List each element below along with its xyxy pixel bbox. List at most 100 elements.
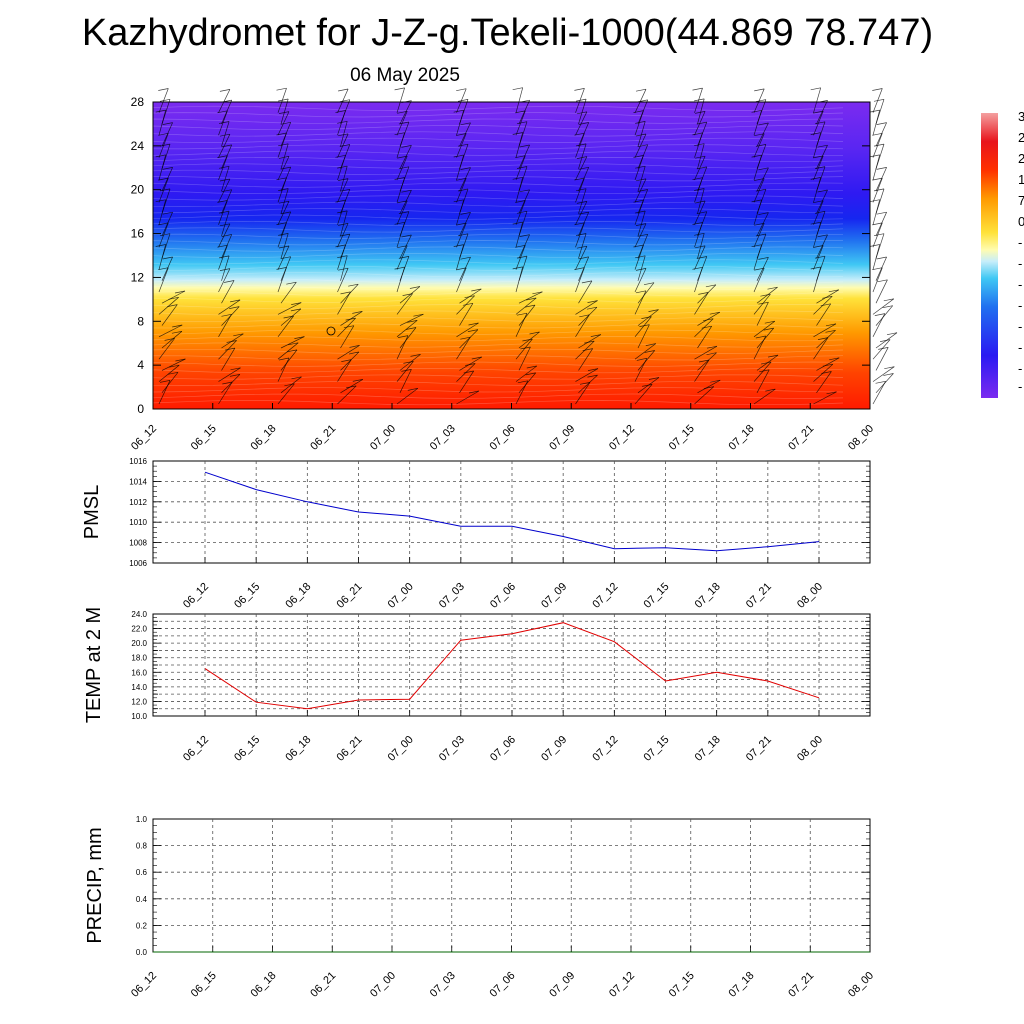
wind-barb-shaft	[337, 345, 360, 360]
wind-barb-flag	[578, 256, 589, 260]
wind-barb-shaft	[277, 111, 290, 136]
pmsl-xtick-label: 07_12	[590, 581, 620, 611]
precip-ytick-label: 0.4	[136, 895, 148, 904]
wind-barb-shaft	[697, 311, 720, 326]
wind-barb-flag	[516, 312, 528, 316]
temp-ytick-label: 18.0	[131, 654, 147, 663]
colorbar-label: -	[1018, 277, 1022, 292]
wind-barb-shaft	[813, 391, 837, 405]
wind-barb-flag	[876, 211, 887, 215]
wind-barb-flag	[519, 234, 530, 237]
wind-barb-flag	[522, 338, 533, 342]
wind-barb-shaft	[575, 246, 588, 270]
colorbar-label: 2	[1018, 151, 1024, 166]
wind-barb-flag	[869, 199, 880, 203]
colorbar-label: 1	[1018, 172, 1024, 187]
wind-barb-flag	[813, 200, 824, 204]
profile-xtick-label: 07_12	[607, 423, 637, 453]
wind-barb-shaft	[218, 381, 233, 405]
wind-barb-shaft	[396, 87, 405, 113]
wind-barb-shaft	[637, 210, 646, 237]
contour-line	[152, 304, 844, 310]
temp-ytick-label: 24.0	[131, 610, 147, 619]
wind-barb-shaft	[637, 99, 649, 125]
profile-ytick-label: 28	[131, 95, 145, 109]
profile-ytick-label: 16	[131, 227, 145, 241]
wind-barb-flag	[217, 244, 228, 248]
wind-barb-shaft	[340, 379, 363, 394]
wind-barb-flag	[635, 210, 646, 214]
wind-barb-flag	[398, 211, 409, 214]
profile-ytick-label: 24	[131, 139, 145, 153]
wind-barb-flag	[642, 384, 653, 387]
wind-barb-shaft	[816, 371, 832, 394]
wind-barb-shaft	[161, 358, 186, 371]
precip-xtick-label: 06_18	[249, 970, 279, 1000]
colorbar-label: -	[1018, 256, 1022, 271]
wind-barb-flag	[291, 302, 302, 305]
wind-barb-flag	[338, 267, 349, 271]
wind-barb-flag	[874, 313, 885, 316]
wind-barb-flag	[876, 256, 887, 260]
wind-barb-shaft	[515, 155, 526, 181]
wind-barb-shaft	[221, 234, 233, 259]
wind-barb-shaft	[396, 245, 408, 270]
wind-barb-shaft	[221, 121, 230, 147]
wind-barb-shaft	[756, 286, 778, 304]
wind-barb-flag	[229, 374, 240, 377]
precip-xtick-label: 07_00	[368, 970, 398, 1000]
wind-barb-flag	[696, 211, 707, 215]
wind-barb-shaft	[634, 343, 657, 360]
wind-barb-shaft	[158, 324, 183, 338]
wind-barb-shaft	[337, 223, 349, 248]
wind-barb-flag	[525, 372, 536, 376]
pmsl-ytick-label: 1014	[129, 477, 147, 486]
colorbar: 3 2 2 1 7 0 - - - - - - - -	[981, 109, 1024, 398]
wind-barb-shaft	[872, 267, 883, 293]
wind-barb-shaft	[753, 388, 776, 405]
wind-barb-flag	[169, 364, 180, 368]
wind-barb-shaft	[161, 290, 186, 304]
wind-barb-flag	[515, 244, 526, 248]
wind-barb-flag	[696, 121, 707, 125]
wind-barb-shaft	[816, 100, 828, 125]
colorbar-label: 7	[1018, 193, 1024, 208]
wind-barb-shaft	[813, 337, 829, 360]
wind-barb-shaft	[396, 293, 413, 315]
wind-barb-shaft	[756, 167, 769, 192]
contour-line	[152, 316, 844, 323]
pmsl-ylabel: PMSL	[81, 485, 103, 539]
wind-barb-shaft	[218, 134, 231, 158]
wind-barb-shaft	[459, 167, 471, 192]
wind-barb-flag	[338, 178, 349, 181]
wind-barb-flag	[695, 200, 706, 204]
wind-barb-flag	[886, 332, 898, 336]
wind-barb-shaft	[518, 304, 536, 326]
wind-barb-flag	[524, 304, 536, 308]
wind-barb-flag	[335, 244, 346, 248]
contour-line	[152, 246, 844, 252]
wind-barb-flag	[155, 244, 166, 247]
pmsl-ytick-label: 1010	[129, 518, 147, 527]
wind-barb-flag	[159, 143, 171, 147]
profile-ytick-label: 0	[137, 402, 144, 416]
contour-line	[152, 329, 843, 335]
wind-barb-shaft	[875, 143, 885, 169]
wind-barb-flag	[462, 302, 473, 306]
profile-xtick-label: 08_00	[846, 423, 876, 453]
wind-barb-shaft	[459, 233, 469, 259]
temp-xtick-label: 07_12	[590, 734, 620, 764]
wind-barb-shaft	[280, 233, 289, 259]
wind-barb-flag	[167, 371, 179, 375]
wind-barb-flag	[158, 177, 169, 181]
contour-line	[152, 150, 843, 156]
contour-line	[152, 118, 844, 124]
pmsl-xtick-label: 07_09	[539, 581, 569, 611]
wind-barb-shaft	[634, 178, 647, 203]
wind-barb-shaft	[158, 338, 175, 360]
wind-barb-flag	[635, 165, 646, 169]
wind-barb-shaft	[575, 111, 588, 136]
wind-barb-flag	[217, 200, 228, 203]
wind-barb-shaft	[340, 325, 355, 349]
wind-barb-shaft	[161, 188, 171, 214]
